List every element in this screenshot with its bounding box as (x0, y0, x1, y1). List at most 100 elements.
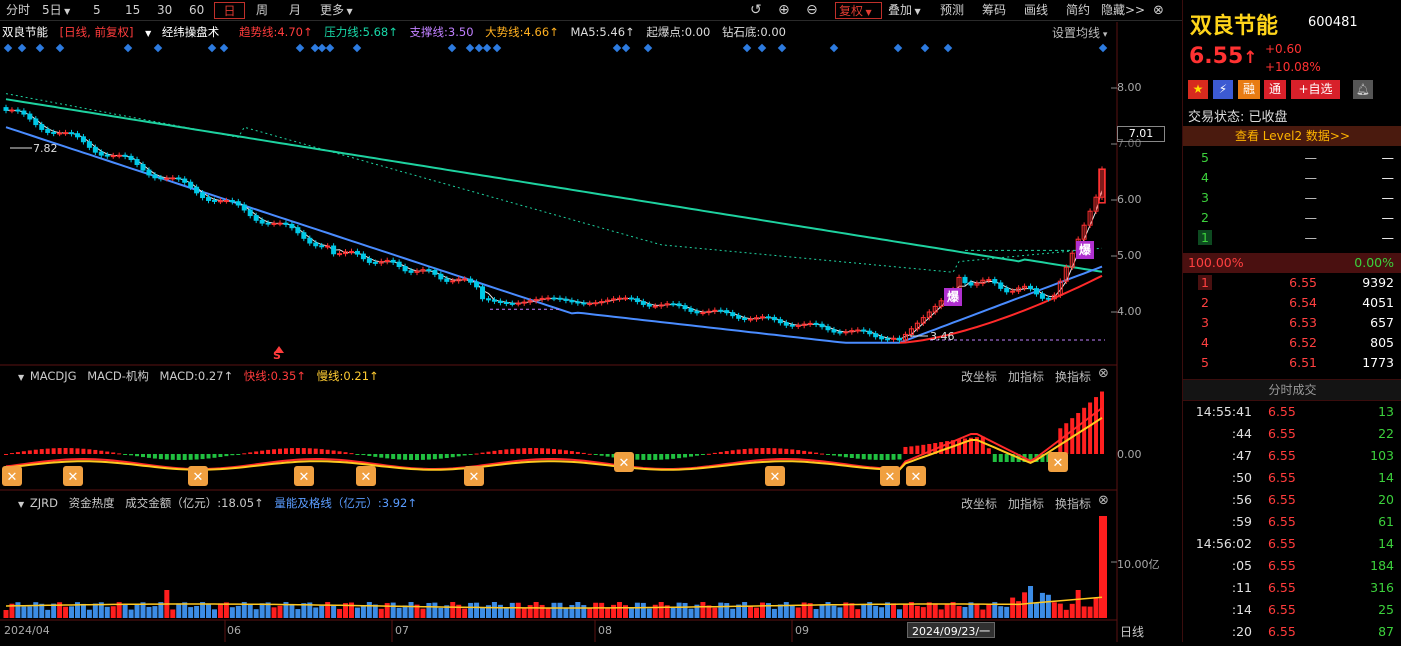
turnover-bar (229, 607, 235, 618)
tick-price: 6.55 (1268, 558, 1296, 573)
forecast-button[interactable]: 预测 (940, 3, 965, 17)
macd-bar (1010, 454, 1015, 462)
turnover-bar (1051, 602, 1057, 618)
period-week[interactable]: 周 (256, 3, 269, 17)
ticks-title[interactable]: 分时成交 (1183, 379, 1401, 401)
candle-body (128, 155, 134, 161)
tick-price: 6.55 (1268, 404, 1296, 419)
period-5day[interactable]: 5日 ▼ (42, 3, 71, 17)
chevron-down-icon[interactable]: ▼ (18, 373, 25, 382)
turnover-bar (325, 602, 331, 618)
turnover-bar (831, 605, 837, 618)
turnover-bar (152, 606, 158, 618)
connect-badge[interactable]: 通 (1264, 80, 1286, 99)
period-60min[interactable]: 60 (189, 3, 205, 17)
turnover-bar (188, 607, 194, 618)
turnover-bar (539, 604, 545, 618)
macd-bar (313, 448, 318, 454)
change-axis-button[interactable]: 改坐标 (961, 497, 998, 511)
period-5min[interactable]: 5 (93, 3, 101, 17)
zoom-in-icon[interactable]: ⊕ (778, 2, 790, 18)
kline-chart[interactable]: ✕ ✕ ✕ ✕ ✕ ✕ ✕ ✕ ✕ ✕ ✕ (0, 0, 1182, 642)
turnover-bar (1081, 606, 1087, 618)
macd-bar (968, 437, 973, 454)
signal-diamond (17, 43, 27, 53)
set-ma-button[interactable]: 设置均线 ▾ (1052, 26, 1108, 40)
sell-row: 4— — (1201, 170, 1394, 185)
macd-bar (552, 448, 556, 454)
x-signal-icon: ✕ (294, 466, 314, 486)
macd-bar (194, 454, 199, 460)
macd-fast-line (5, 407, 1103, 471)
turnover-bar (128, 609, 134, 618)
period-day[interactable]: 日 (214, 2, 245, 19)
chevron-down-icon[interactable]: ▼ (18, 500, 25, 509)
margin-trade-badge[interactable]: 融 (1238, 80, 1260, 99)
hide-button[interactable]: 隐藏>> (1101, 3, 1146, 17)
close-icon[interactable]: ⊗ (1098, 366, 1109, 381)
turnover-bar (259, 603, 265, 618)
candle-body (777, 319, 783, 324)
level2-link[interactable]: 查看 Level2 数据>> (1183, 126, 1401, 146)
macd-chart: ✕ ✕ ✕ ✕ ✕ ✕ ✕ ✕ ✕ ✕ ✕ (2, 391, 1104, 486)
macd-bar (1028, 454, 1033, 462)
macd-bar (963, 438, 967, 454)
bell-icon[interactable]: 🔔︎ (1353, 80, 1373, 99)
sell-signal-s[interactable]: S (273, 349, 281, 362)
change-axis-button[interactable]: 改坐标 (961, 370, 998, 384)
macd-bar (831, 454, 836, 456)
swap-indicator-button[interactable]: 换指标 (1055, 497, 1092, 511)
zoom-out-icon[interactable]: ⊖ (806, 2, 818, 18)
turnover-bar (57, 602, 63, 618)
macd-bar (986, 448, 991, 454)
tick-time: :59 (1231, 514, 1252, 529)
macd-bar (742, 448, 747, 454)
svg-text:✕: ✕ (1053, 456, 1064, 471)
period-30min[interactable]: 30 (157, 3, 173, 17)
turnover-bar (771, 608, 777, 618)
period-intraday[interactable]: 分时 (6, 3, 31, 17)
boom-badge[interactable]: 爆 (944, 288, 962, 306)
adjust-button[interactable]: 复权 ▼ (835, 2, 882, 19)
turnover-bar (176, 603, 182, 618)
lightning-icon[interactable]: ⚡ (1213, 80, 1233, 99)
turnover-bar (414, 604, 420, 618)
pressure-line (5, 98, 1103, 273)
tick-time: :47 (1231, 448, 1252, 463)
candle-body (98, 151, 104, 156)
period-more[interactable]: 更多 ▼ (320, 3, 353, 17)
tick-row: :20 6.55 87 (1183, 624, 1401, 646)
draw-line-button[interactable]: 画线 (1024, 3, 1049, 17)
boom-badge[interactable]: 爆 (1076, 241, 1094, 259)
add-indicator-button[interactable]: 加指标 (1008, 497, 1045, 511)
macd-bar (295, 448, 300, 454)
turnover-bar (938, 609, 944, 618)
undo-icon[interactable]: ↺ (750, 2, 762, 18)
swap-indicator-button[interactable]: 换指标 (1055, 370, 1092, 384)
indicator-selector[interactable]: ▼ 经纬操盘术 (145, 25, 220, 39)
macd-bar (849, 454, 854, 458)
period-month[interactable]: 月 (289, 3, 302, 17)
turnover-bar (545, 608, 551, 618)
china-flag-icon[interactable]: ★ (1188, 80, 1208, 99)
add-indicator-button[interactable]: 加指标 (1008, 370, 1045, 384)
macd-bar (1088, 402, 1093, 454)
simple-button[interactable]: 简约 (1066, 3, 1091, 17)
turnover-bar (718, 602, 724, 618)
chips-button[interactable]: 筹码 (982, 3, 1007, 17)
overlay-button[interactable]: 叠加 ▼ (888, 3, 921, 17)
tick-price: 6.55 (1268, 426, 1296, 441)
close-icon[interactable]: ⊗ (1098, 493, 1109, 508)
macd-bar (784, 448, 789, 454)
buy-row: 3 6.53 657 (1201, 315, 1394, 330)
candle-body (896, 337, 902, 341)
candle-body (110, 155, 116, 158)
macd-bar (206, 454, 211, 459)
close-icon[interactable]: ⊗ (1153, 3, 1164, 18)
signal-diamond (219, 43, 229, 53)
add-favorite-button[interactable]: +自选 (1291, 80, 1340, 99)
period-15min[interactable]: 15 (125, 3, 141, 17)
turnover-bar (622, 605, 628, 618)
period-label[interactable]: 日线 (1120, 625, 1145, 639)
